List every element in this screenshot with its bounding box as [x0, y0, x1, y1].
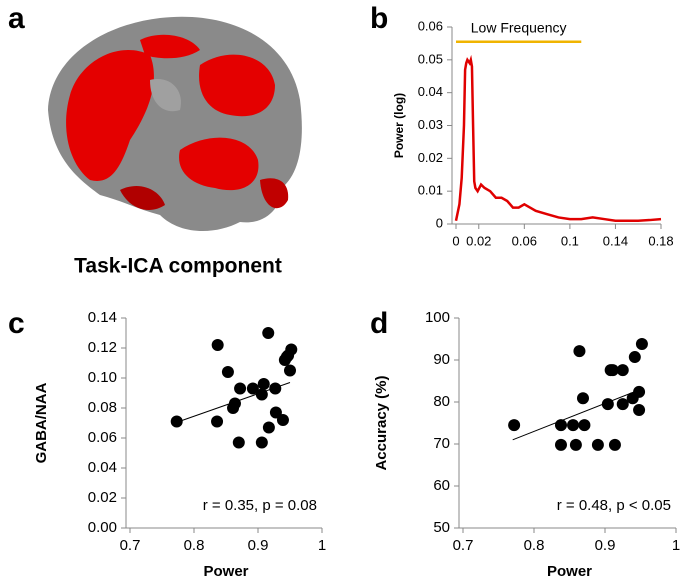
y-tick-label: 0.08 [88, 399, 117, 416]
y-tick-label: 0.04 [88, 459, 117, 476]
point [633, 385, 646, 398]
band-label: Low Frequency [471, 19, 567, 35]
x-tick-label: 0.02 [466, 233, 491, 248]
y-axis-label: GABA/NAA [33, 382, 50, 463]
point [633, 403, 646, 416]
annotation: r = 0.35, p = 0.08 [203, 497, 317, 514]
point [211, 339, 224, 351]
y-tick-label: 60 [433, 477, 450, 494]
panel-label: a [8, 2, 25, 35]
y-tick-label: 0.14 [88, 309, 117, 326]
point [601, 398, 614, 411]
y-tick-label: 0.06 [418, 18, 443, 33]
point [262, 327, 275, 339]
panel-label: b [370, 2, 388, 35]
point [606, 364, 619, 377]
y-tick-label: 0.04 [418, 84, 443, 99]
point [255, 436, 268, 449]
point [616, 398, 629, 411]
x-tick-label: 0.06 [512, 233, 537, 248]
point [269, 406, 282, 419]
point [257, 378, 270, 390]
x-tick-label: 0.18 [648, 233, 673, 248]
y-tick-label: 70 [433, 435, 450, 452]
point [211, 415, 224, 428]
line [454, 54, 662, 222]
y-tick-label: 0.02 [88, 489, 117, 506]
y-tick-label: 0.06 [88, 429, 117, 446]
y-tick-label: 0 [436, 215, 443, 230]
panel-label: d [370, 307, 388, 340]
annotation: r = 0.48, p < 0.05 [557, 497, 671, 514]
y-axis-label: Accuracy (%) [373, 375, 390, 470]
y-tick-label: 90 [433, 351, 450, 368]
point [616, 364, 629, 377]
point [569, 438, 582, 451]
brain-image [48, 16, 302, 232]
point [276, 414, 289, 426]
x-tick-label: 0.7 [120, 537, 141, 554]
point [284, 364, 296, 377]
x-tick-label: 1 [318, 537, 326, 554]
x-tick-label: 0.7 [453, 537, 474, 554]
panel-label: c [8, 307, 25, 340]
image-caption: Task-ICA component [74, 255, 282, 278]
point [280, 351, 293, 363]
point [578, 419, 591, 432]
point [262, 421, 275, 434]
y-tick-label: 0.03 [418, 117, 443, 132]
y-tick-label: 0.01 [418, 183, 443, 198]
point [170, 415, 183, 428]
y-tick-label: 0.00 [88, 519, 117, 536]
point [221, 366, 234, 378]
point [635, 338, 648, 351]
trend-line [512, 388, 641, 441]
point [269, 382, 282, 395]
point [228, 397, 241, 410]
y-tick-label: 0.02 [418, 150, 443, 165]
y-tick-label: 0.05 [418, 51, 443, 66]
y-axis-label: Power (log) [392, 93, 406, 158]
point [234, 382, 247, 395]
x-tick-label: 0.8 [524, 537, 545, 554]
y-tick-label: 80 [433, 393, 450, 410]
x-tick-label: 1 [672, 537, 680, 554]
x-tick-label: 0.1 [561, 233, 579, 248]
y-tick-label: 0.12 [88, 339, 117, 356]
point [576, 392, 589, 405]
point [232, 436, 245, 449]
x-axis-label: Power [547, 563, 592, 580]
x-tick-label: 0 [452, 233, 459, 248]
point [554, 438, 567, 451]
point [246, 382, 259, 395]
y-tick-label: 100 [425, 309, 450, 326]
point [628, 351, 641, 364]
point [591, 438, 604, 451]
x-tick-label: 0.8 [184, 537, 205, 554]
point [567, 419, 580, 432]
x-axis-label: Power [203, 563, 248, 580]
point [573, 345, 586, 358]
x-tick-label: 0.14 [603, 233, 628, 248]
y-tick-label: 50 [433, 519, 450, 536]
point [255, 388, 268, 401]
point [554, 419, 567, 432]
x-tick-label: 0.9 [248, 537, 269, 554]
point [508, 419, 521, 432]
point [608, 438, 621, 451]
y-tick-label: 0.10 [88, 369, 117, 386]
x-tick-label: 0.9 [595, 537, 616, 554]
